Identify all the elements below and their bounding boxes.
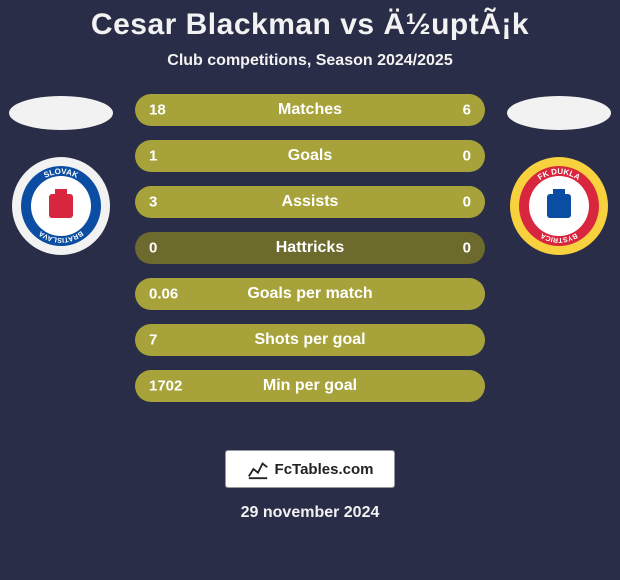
player-left-silhouette xyxy=(9,96,113,130)
stat-bar: 00Hattricks xyxy=(135,232,485,264)
stat-bar: 186Matches xyxy=(135,94,485,126)
stat-bar: 30Assists xyxy=(135,186,485,218)
stat-label: Goals per match xyxy=(135,285,485,303)
date-text: 29 november 2024 xyxy=(0,504,620,522)
stat-label: Min per goal xyxy=(135,377,485,395)
stat-label: Goals xyxy=(135,147,485,165)
comparison-content: SLOVAK BRATISLAVA FK DUKLA BYSTRICA 1 xyxy=(0,94,620,434)
stat-bar: 10Goals xyxy=(135,140,485,172)
player-right-silhouette xyxy=(507,96,611,130)
player-right-column: FK DUKLA BYSTRICA xyxy=(504,94,614,256)
page-subtitle: Club competitions, Season 2024/2025 xyxy=(0,52,620,70)
stat-bars: 186Matches 10Goals 30Assists 00Hattricks 0.0… xyxy=(135,94,485,416)
chart-icon xyxy=(247,458,269,480)
stat-label: Matches xyxy=(135,101,485,119)
club-crest-right: FK DUKLA BYSTRICA xyxy=(509,156,609,256)
fctables-badge: FcTables.com xyxy=(225,450,395,488)
page-title: Cesar Blackman vs Ä½uptÃ¡k xyxy=(0,0,620,42)
stat-bar: 1702Min per goal xyxy=(135,370,485,402)
stat-label: Hattricks xyxy=(135,239,485,257)
stat-bar: 7Shots per goal xyxy=(135,324,485,356)
stat-bar: 0.06Goals per match xyxy=(135,278,485,310)
fctables-text: FcTables.com xyxy=(275,461,374,478)
stat-label: Assists xyxy=(135,193,485,211)
player-left-column: SLOVAK BRATISLAVA xyxy=(6,94,116,256)
stat-label: Shots per goal xyxy=(135,331,485,349)
club-crest-left: SLOVAK BRATISLAVA xyxy=(11,156,111,256)
